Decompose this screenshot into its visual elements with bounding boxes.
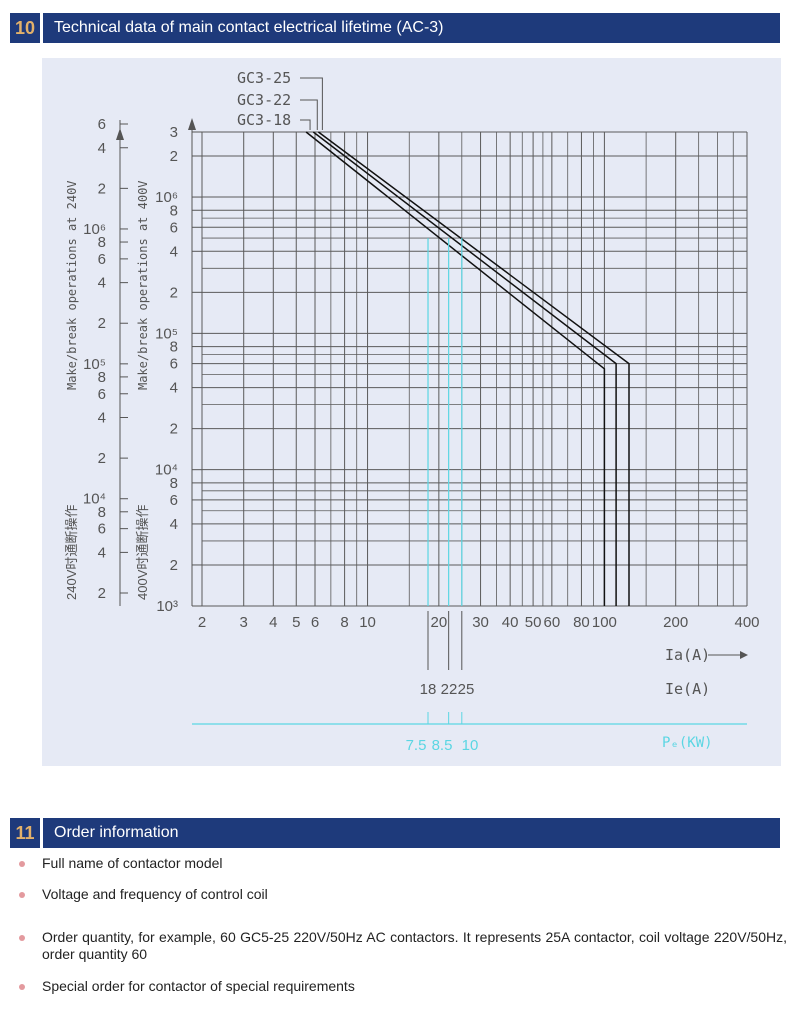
- x-tick-label: 200: [663, 614, 688, 631]
- curve-gc3-25: [317, 131, 630, 606]
- ie-tick-label: 18: [420, 681, 437, 698]
- x-tick-label: 8: [340, 614, 348, 631]
- x-axis-arrow-icon: [740, 651, 748, 659]
- bullet-icon: [19, 935, 25, 941]
- x-tick-label: 30: [472, 614, 489, 631]
- y-tick-label: 8: [170, 202, 178, 219]
- y-tick-label: 6: [170, 492, 178, 509]
- x-tick-label: 5: [292, 614, 300, 631]
- x-tick-label: 50: [525, 614, 542, 631]
- y-tick-label: 2: [170, 148, 178, 165]
- x-axis-title: Ia(A): [665, 646, 710, 664]
- electrical-lifetime-chart-panel: 10³ 2 4 6 8 10⁴ 2 4 6 8 10⁵ 2 4 6 8 10⁶ 2 3 2 4 6 8 10⁴ 2 4 6 8 10⁵…: [42, 58, 781, 766]
- section-title: Technical data of main contact electrica…: [54, 19, 444, 36]
- series-leader-line: [300, 77, 323, 130]
- y-tick-label: 6: [170, 356, 178, 373]
- y-axis-400v-cn-title: 400V时通断操作: [135, 505, 150, 600]
- y-axis-400v-title: Make/break operations at 400V: [136, 180, 150, 390]
- x-tick-label: 3: [240, 614, 248, 631]
- y-tick-label: 10⁴: [155, 462, 178, 479]
- y-tick-label: 10⁵: [155, 325, 178, 342]
- y-tick-label: 8: [98, 504, 106, 521]
- y-tick-label: 6: [98, 116, 106, 133]
- power-tick-label: 8.5: [432, 737, 453, 754]
- y-tick-label: 4: [98, 275, 106, 292]
- y-tick-label: 2: [170, 557, 178, 574]
- power-tick-label: 10: [462, 737, 479, 754]
- y-tick-label: 10⁶: [155, 189, 178, 206]
- ie-axis-title: Ie(A): [665, 680, 710, 698]
- series-leader-line: [300, 99, 318, 130]
- y-tick-label: 2: [98, 315, 106, 332]
- x-tick-label: 80: [573, 614, 590, 631]
- power-axis-title: Pₑ(KW): [662, 735, 713, 751]
- header-divider: [40, 13, 43, 43]
- y-tick-label: 10³: [156, 598, 178, 615]
- x-tick-label: 20: [431, 614, 448, 631]
- y-tick-label: 8: [170, 339, 178, 356]
- x-tick-label: 2: [198, 614, 206, 631]
- y-tick-label: 6: [98, 386, 106, 403]
- y-tick-label: 4: [170, 380, 178, 397]
- y-tick-label: 2: [98, 180, 106, 197]
- list-item-text: Special order for contactor of special r…: [42, 978, 355, 994]
- y-tick-label: 10⁴: [83, 491, 106, 508]
- y-axis-240v-arrow-icon: [116, 128, 124, 140]
- x-tick-label: 400: [734, 614, 759, 631]
- bullet-icon: [19, 984, 25, 990]
- section-11-header: 11 Order information: [10, 818, 780, 848]
- y-tick-label: 4: [170, 243, 178, 260]
- header-divider: [40, 818, 43, 848]
- y-tick-label: 10⁵: [83, 356, 106, 373]
- curve-gc3-22: [312, 131, 617, 606]
- y-axis-240v-cn-title: 240V时通断操作: [64, 505, 79, 600]
- y-tick-label: 2: [98, 585, 106, 602]
- power-tick-label: 7.5: [406, 737, 427, 754]
- y-axis-240v-title: Make/break operations at 240V: [65, 180, 79, 390]
- x-tick-label: 100: [592, 614, 617, 631]
- series-label: GC3-22: [237, 91, 291, 109]
- list-item-text: Full name of contactor model: [42, 855, 223, 871]
- section-10-header: 10 Technical data of main contact electr…: [10, 13, 780, 43]
- y-tick-label: 8: [98, 234, 106, 251]
- y-tick-label: 2: [170, 284, 178, 301]
- section-number: 11: [10, 818, 40, 848]
- y-tick-label: 3: [170, 124, 178, 141]
- series-label: GC3-25: [237, 69, 291, 87]
- curve-gc3-18: [305, 131, 606, 606]
- x-tick-label: 60: [544, 614, 561, 631]
- bullet-icon: [19, 892, 25, 898]
- x-tick-label: 4: [269, 614, 277, 631]
- electrical-lifetime-chart: 10³246810⁴246810⁵246810⁶23246810⁴246810⁵…: [64, 69, 760, 754]
- y-tick-label: 6: [98, 521, 106, 538]
- list-item-text: Order quantity, for example, 60 GC5-25 2…: [42, 929, 787, 962]
- y-tick-label: 4: [170, 516, 178, 533]
- y-tick-label: 4: [98, 544, 106, 561]
- ie-tick-label: 22: [441, 681, 458, 698]
- x-tick-label: 40: [502, 614, 519, 631]
- y-tick-label: 2: [170, 421, 178, 438]
- y-tick-label: 6: [98, 251, 106, 268]
- y-tick-label: 4: [98, 410, 106, 427]
- y-tick-label: 10⁶: [83, 221, 106, 238]
- ie-tick-label: 25: [458, 681, 475, 698]
- x-tick-label: 10: [359, 614, 376, 631]
- section-title: Order information: [54, 824, 179, 841]
- y-tick-label: 2: [98, 450, 106, 467]
- series-label: GC3-18: [237, 111, 291, 129]
- list-item-text: Voltage and frequency of control coil: [42, 886, 268, 902]
- series-leader-line: [300, 119, 311, 130]
- y-axis-400v-arrow-icon: [188, 118, 196, 130]
- section-number: 10: [10, 13, 40, 43]
- bullet-icon: [19, 861, 25, 867]
- y-tick-label: 8: [170, 475, 178, 492]
- x-tick-label: 6: [311, 614, 319, 631]
- y-tick-label: 6: [170, 219, 178, 236]
- y-tick-label: 4: [98, 140, 106, 157]
- y-tick-label: 8: [98, 369, 106, 386]
